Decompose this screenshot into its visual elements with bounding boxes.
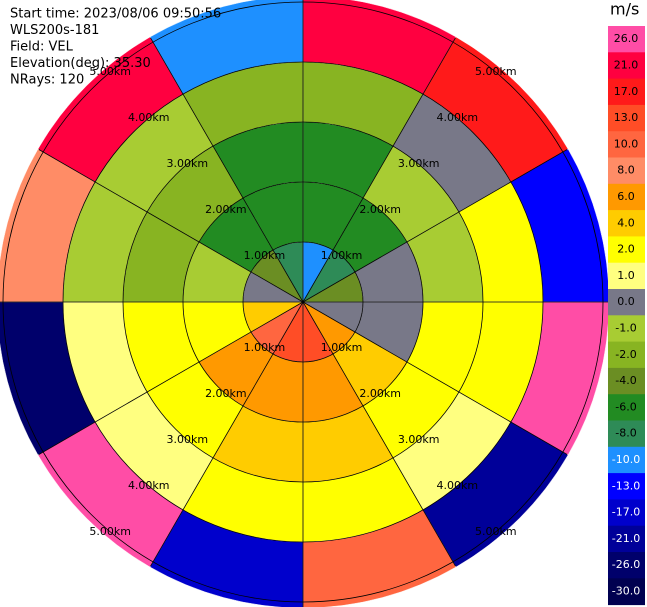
- info-line: Field: VEL: [10, 40, 74, 55]
- info-line: Elevation(deg): 35.30: [10, 56, 151, 71]
- ring-label: 3.00km: [167, 433, 209, 446]
- colorbar-label: -8.0: [615, 427, 636, 440]
- colorbar-cell: [608, 78, 645, 106]
- colorbar-cell: [608, 473, 645, 500]
- colorbar-cell: [608, 131, 645, 158]
- colorbar-cell: [608, 394, 645, 421]
- colorbar-label: -4.0: [615, 374, 636, 387]
- colorbar-cell: [608, 420, 645, 448]
- colorbar-cell: [608, 315, 645, 343]
- colorbar-label: 2.0: [617, 243, 635, 256]
- colorbar-cell: [608, 26, 645, 53]
- colorbar-cell: [608, 578, 645, 606]
- colorbar-label: 6.0: [617, 190, 635, 203]
- colorbar-label: 26.0: [614, 32, 639, 45]
- spoke: [150, 301, 304, 567]
- spoke: [150, 37, 304, 303]
- ring-label: 3.00km: [167, 157, 209, 170]
- info-line: NRays: 120: [10, 73, 84, 88]
- spoke: [302, 301, 456, 567]
- colorbar-label: -30.0: [612, 584, 640, 597]
- colorbar-cell: [608, 341, 645, 369]
- ring-label: 1.00km: [321, 249, 363, 262]
- ppi-plot: 1.00km 1.00km 1.00km 1.00km 2.00km 2.00km 2.00…: [0, 0, 610, 607]
- colorbar-label: -6.0: [615, 400, 636, 413]
- ring-label: 3.00km: [398, 157, 440, 170]
- colorbar-label: -26.0: [612, 558, 640, 571]
- ring-label: 1.00km: [244, 341, 286, 354]
- range-ring: [2, 1, 604, 603]
- ring-label: 5.00km: [475, 525, 517, 538]
- colorbar-label: -1.0: [615, 321, 636, 334]
- colorbar-cell: [608, 552, 645, 579]
- colorbar-cell: [608, 446, 645, 474]
- range-ring: [122, 121, 484, 483]
- spoke: [38, 149, 304, 303]
- colorbar-cell: [608, 236, 645, 264]
- ring-label: 4.00km: [128, 111, 170, 124]
- colorbar-cell: [608, 104, 645, 132]
- colorbar-cell: [608, 52, 645, 80]
- colorbar-label: 21.0: [614, 58, 639, 71]
- colorbar-cell: [608, 210, 645, 237]
- spoke: [302, 149, 568, 303]
- ring-label: 3.00km: [398, 433, 440, 446]
- colorbar-cell: [608, 499, 645, 527]
- ring-label: 2.00km: [359, 387, 401, 400]
- colorbar-cell: [608, 367, 645, 395]
- info-line: WLS200s-181: [10, 23, 99, 38]
- colorbar-cell: [608, 262, 645, 290]
- ring-label: 1.00km: [244, 249, 286, 262]
- colorbar-label: -2.0: [615, 348, 636, 361]
- colorbar-cell: [608, 157, 645, 185]
- colorbar-label: 8.0: [617, 164, 635, 177]
- ring-label: 4.00km: [128, 479, 170, 492]
- colorbar-label: 0.0: [617, 295, 635, 308]
- ring-label: 4.00km: [436, 111, 478, 124]
- range-ring: [62, 61, 544, 543]
- spoke: [38, 301, 304, 455]
- colorbar-cell: [608, 289, 645, 316]
- colorbar-title: m/s: [610, 0, 639, 19]
- colorbar-cell: [608, 183, 645, 211]
- ring-label: 2.00km: [359, 203, 401, 216]
- spoke: [302, 37, 456, 303]
- colorbar-cell: [608, 525, 645, 553]
- ring-label: 2.00km: [205, 203, 247, 216]
- ring-label: 2.00km: [205, 387, 247, 400]
- colorbar-label: 17.0: [614, 85, 639, 98]
- ring-label: 1.00km: [321, 341, 363, 354]
- colorbar-label: -10.0: [612, 453, 640, 466]
- ring-label: 5.00km: [475, 65, 517, 78]
- spoke: [302, 301, 568, 455]
- colorbar-label: 1.0: [617, 269, 635, 282]
- ring-label: 5.00km: [89, 65, 131, 78]
- ring-label: 4.00km: [436, 479, 478, 492]
- colorbar-label: 4.0: [617, 216, 635, 229]
- ring-label: 5.00km: [89, 525, 131, 538]
- colorbar-label: -21.0: [612, 532, 640, 545]
- range-ring: [182, 181, 424, 423]
- info-line: Start time: 2023/08/06 09:50:56: [10, 7, 221, 22]
- colorbar-label: 13.0: [614, 111, 639, 124]
- colorbar-label: -17.0: [612, 506, 640, 519]
- colorbar-label: 10.0: [614, 137, 639, 150]
- range-ring: [242, 241, 364, 363]
- colorbar-label: -13.0: [612, 479, 640, 492]
- colorbar: 26.0 21.0 17.0 13.0 10.0 8.0 6.0 4.0 2.0 1.0 0.0 -1…: [608, 26, 645, 606]
